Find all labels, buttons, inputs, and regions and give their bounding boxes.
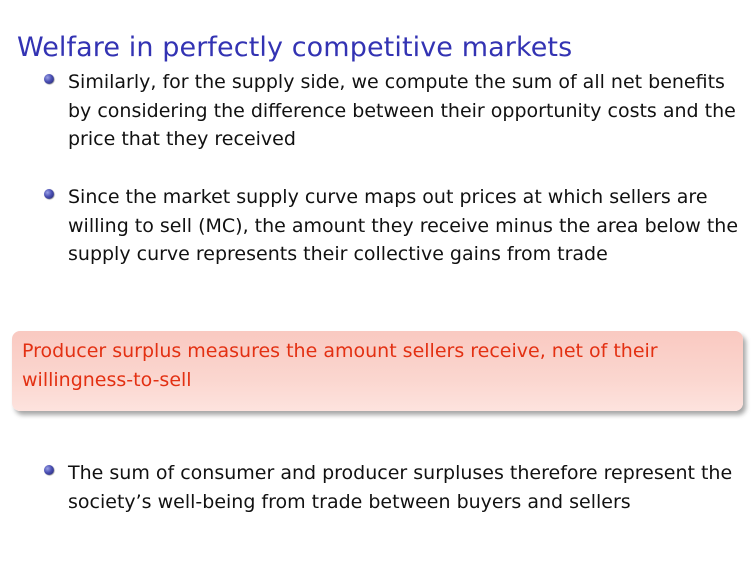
bullet-dot-icon [44, 465, 54, 475]
definition-callout-box: Producer surplus measures the amount sel… [12, 331, 743, 411]
bullet-text: Similarly, for the supply side, we compu… [68, 71, 736, 150]
definition-callout-text: Producer surplus measures the amount sel… [22, 340, 658, 391]
bullet-text: The sum of consumer and producer surplus… [68, 462, 733, 513]
slide-title: Welfare in perfectly competitive markets [17, 32, 573, 64]
bullet-dot-icon [44, 74, 54, 84]
bullet-text: Since the market supply curve maps out p… [68, 186, 739, 265]
bullet-dot-icon [44, 189, 54, 199]
